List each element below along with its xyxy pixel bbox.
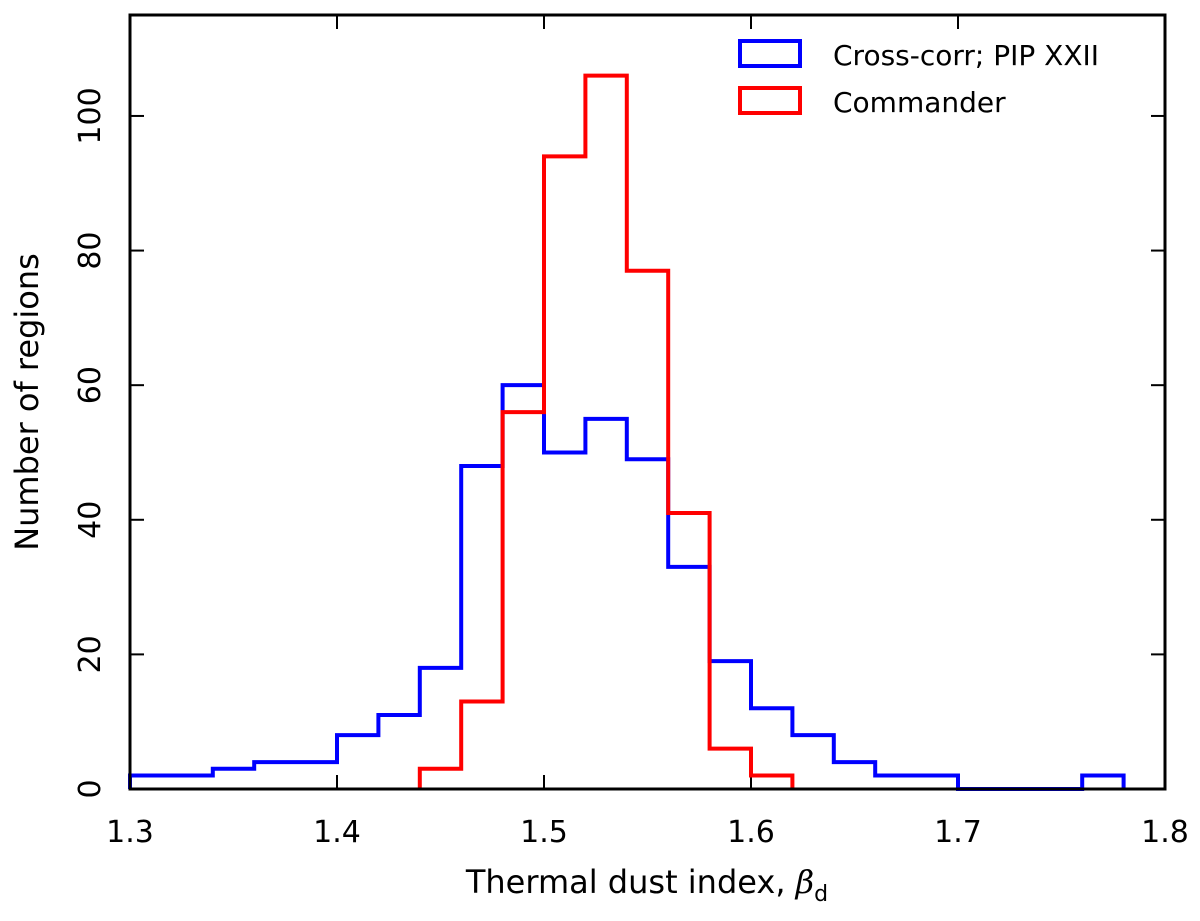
x-axis-title-beta: β [795, 863, 815, 901]
y-tick-marks [130, 114, 1165, 790]
x-tick-label: 1.7 [934, 815, 982, 850]
y-tick-label: 80 [73, 231, 108, 269]
y-tick-label: 60 [73, 366, 108, 404]
x-axis-title-subscript: d [814, 882, 828, 907]
y-tick-label: 20 [73, 635, 108, 673]
x-tick-label: 1.8 [1141, 815, 1189, 850]
x-tick-label: 1.3 [106, 815, 154, 850]
y-tick-labels: 0 20 40 60 80 100 [73, 87, 108, 798]
x-tick-labels: 1.3 1.4 1.5 1.6 1.7 1.8 [106, 815, 1189, 850]
legend: Cross-corr; PIP XXII Commander [738, 39, 1099, 119]
x-axis-title-text: Thermal dust index, [465, 863, 796, 901]
legend-swatch-commander [738, 86, 802, 115]
x-tick-marks [129, 15, 1166, 789]
series-commander-step [417, 73, 795, 789]
plot-frame [128, 13, 1167, 791]
legend-label-commander: Commander [833, 86, 1006, 119]
x-axis-title: Thermal dust index, βd [465, 863, 828, 907]
y-axis-title: Number of regions [8, 253, 46, 551]
x-tick-label: 1.6 [727, 815, 775, 850]
y-tick-label: 40 [73, 501, 108, 539]
legend-label-cross-corr: Cross-corr; PIP XXII [833, 39, 1099, 72]
legend-swatch-cross-corr [738, 39, 802, 68]
series-cross-corr-step [128, 383, 1126, 791]
y-tick-label: 0 [73, 779, 108, 798]
histogram-series [128, 73, 1126, 791]
x-tick-label: 1.4 [313, 815, 361, 850]
x-tick-label: 1.5 [520, 815, 568, 850]
y-tick-label: 100 [73, 87, 108, 144]
